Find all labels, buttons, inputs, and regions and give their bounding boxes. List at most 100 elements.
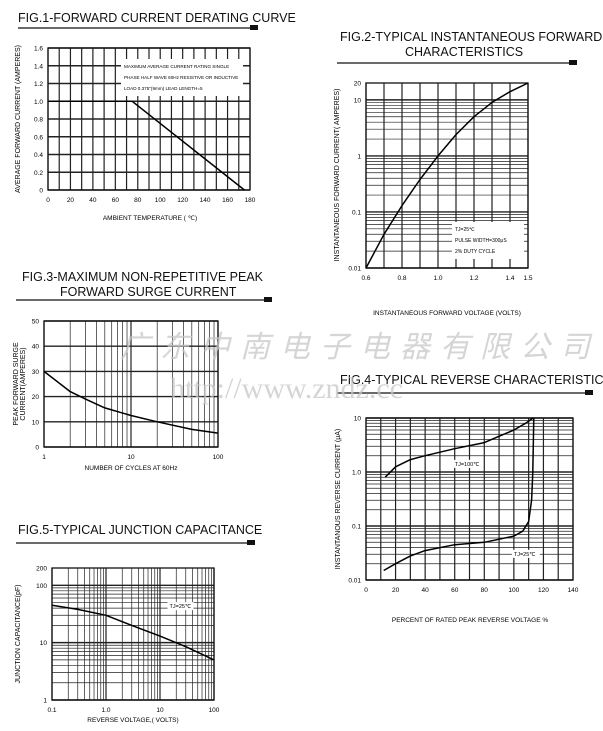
- y-axis-label: AVERAGE FORWARD CURRENT (AMPERES): [15, 45, 22, 193]
- y-tick-label: 1.0: [34, 99, 43, 106]
- y-tick-label: 1: [357, 153, 361, 160]
- series-label-bg: [452, 459, 481, 468]
- x-tick-label: 80: [134, 197, 142, 204]
- x-tick-label: 10: [127, 454, 135, 461]
- x-tick-label: 60: [451, 587, 459, 594]
- title-marker: [264, 297, 272, 302]
- x-tick-label: 180: [245, 197, 256, 204]
- title-marker: [250, 25, 258, 30]
- x-tick-label: 0: [46, 197, 50, 204]
- x-tick-label: 100: [508, 587, 519, 594]
- x-axis-label: PERCENT OF RATED PEAK REVERSE VOLTAGE %: [392, 617, 548, 624]
- chart-title: CHARACTERISTICS: [405, 45, 523, 59]
- x-tick-label: 140: [200, 197, 211, 204]
- series-label-bg: [511, 549, 540, 558]
- y-tick-label: 10: [40, 640, 48, 647]
- chart-fig2: FIG.2-TYPICAL INSTANTANEOUS FORWARDCHARA…: [334, 30, 602, 317]
- x-axis-label: INSTANTANEOUS FORWARD VOLTAGE (VOLTS): [373, 310, 521, 317]
- y-tick-label: 0: [35, 445, 39, 452]
- y-tick-label: 50: [32, 319, 40, 326]
- x-tick-label: 40: [89, 197, 97, 204]
- y-tick-label: 1.0: [352, 470, 361, 477]
- y-tick-label: 10: [32, 419, 40, 426]
- x-axis-label: NUMBER OF CYCLES AT 60Hz: [85, 465, 178, 472]
- y-tick-label: 1.6: [34, 46, 43, 53]
- chart-title: FIG.1-FORWARD CURRENT DERATING CURVE: [18, 11, 296, 25]
- y-tick-label: 0.1: [352, 209, 361, 216]
- series-line: [48, 100, 245, 191]
- y-axis-label: JUNCTION CAPACITANCE(pF): [15, 585, 22, 684]
- annotation-box: [452, 222, 524, 259]
- x-tick-label: 20: [67, 197, 75, 204]
- chart-title: FORWARD SURGE CURRENT: [60, 285, 237, 299]
- x-tick-label: 0.1: [47, 707, 56, 714]
- y-tick-label: 200: [36, 566, 47, 573]
- title-marker: [585, 390, 593, 395]
- y-tick-label: 1.4: [34, 63, 43, 70]
- annotation-box: [121, 59, 243, 96]
- annotation-text: 2% DUTY CYCLE: [455, 249, 496, 255]
- x-axis-label: AMBIENT TEMPERATURE ( ℃): [103, 215, 197, 222]
- y-axis-label: INSTANTANOUS REVERSE CURRENT (μA): [335, 429, 342, 570]
- x-tick-label: 100: [213, 454, 224, 461]
- y-tick-label: 1: [43, 698, 47, 705]
- x-tick-label: 1.2: [469, 275, 478, 282]
- annotation-text: LOAD 0.375"(9mm) LEAD LENGTH=5: [124, 86, 203, 91]
- plot-frame: [365, 417, 574, 581]
- series-label: TJ=25℃: [514, 552, 536, 558]
- x-tick-label: 60: [112, 197, 120, 204]
- series-line: [365, 82, 529, 269]
- plot-frame: [47, 47, 251, 191]
- y-axis-label: INSTANTANEOUS FORWARD CURRENT( AMPERES): [334, 89, 341, 262]
- y-tick-label: 0.8: [34, 117, 43, 124]
- series-label: TJ=100℃: [455, 462, 480, 468]
- plot-frame: [365, 82, 529, 269]
- title-marker: [569, 60, 577, 65]
- x-tick-label: 1: [42, 454, 46, 461]
- x-tick-label: 80: [481, 587, 489, 594]
- annotation-text: TJ=25℃: [455, 227, 475, 233]
- x-tick-label: 0: [364, 587, 368, 594]
- y-tick-label: 1.2: [34, 81, 43, 88]
- chart-title: FIG.3-MAXIMUM NON-REPETITIVE PEAK: [22, 270, 264, 284]
- y-axis-label: PEAK FORWARD SURGE: [13, 342, 20, 426]
- y-tick-label: 30: [32, 369, 40, 376]
- x-tick-label: 0.8: [397, 275, 406, 282]
- y-tick-label: 10: [354, 416, 362, 423]
- x-tick-label: 140: [568, 587, 579, 594]
- chart-fig4: FIG.4-TYPICAL REVERSE CHARACTERISTICS 0 20…: [335, 373, 603, 624]
- x-tick-label: 160: [222, 197, 233, 204]
- chart-fig1: FIG.1-FORWARD CURRENT DERATING CURVE 0 20 4…: [15, 11, 296, 222]
- x-tick-label: 1.5: [523, 275, 532, 282]
- series-label: TJ=25℃: [170, 604, 192, 610]
- x-tick-label: 0.6: [361, 275, 370, 282]
- chart-title: FIG.5-TYPICAL JUNCTION CAPACITANCE: [18, 523, 262, 537]
- plot-frame: [43, 320, 219, 448]
- x-tick-label: 120: [177, 197, 188, 204]
- series-line: [43, 370, 219, 434]
- y-tick-label: 40: [32, 344, 40, 351]
- y-tick-label: 0.2: [34, 170, 43, 177]
- y-tick-label: 0.1: [352, 524, 361, 531]
- series-line: [383, 417, 535, 572]
- series-label-bg: [167, 602, 194, 611]
- x-tick-label: 1.0: [101, 707, 110, 714]
- chart-title: FIG.4-TYPICAL REVERSE CHARACTERISTICS: [340, 373, 603, 387]
- y-tick-label: 10: [354, 97, 362, 104]
- x-tick-label: 10: [156, 707, 164, 714]
- y-tick-label: 0.6: [34, 134, 43, 141]
- y-tick-label: 0.4: [34, 152, 43, 159]
- y-tick-label: 100: [36, 583, 47, 590]
- x-tick-label: 1.4: [505, 275, 514, 282]
- y-tick-label: 0: [39, 188, 43, 195]
- x-axis-label: REVERSE VOLTAGE,( VOLTS): [87, 717, 178, 724]
- plot-frame: [51, 567, 215, 701]
- annotation-text: PULSE WIDTH=300μS: [455, 238, 507, 244]
- x-tick-label: 20: [392, 587, 400, 594]
- title-marker: [247, 540, 255, 545]
- y-tick-label: 20: [32, 394, 40, 401]
- y-tick-label: 0.01: [348, 578, 361, 585]
- y-axis-label: CURRENT(AMPERES): [20, 347, 27, 420]
- annotation-text: PHASE HALF WAVE 60Hz RESISTIVE OR INDUCT…: [124, 75, 238, 80]
